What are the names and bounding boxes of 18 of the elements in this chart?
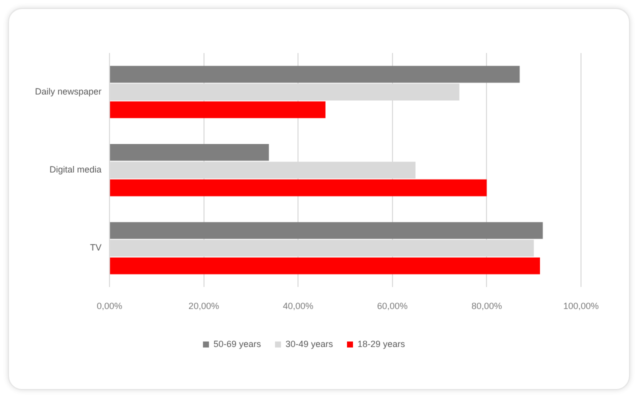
y-tick-label: Digital media <box>50 164 102 175</box>
y-tick-label: Daily newspaper <box>34 86 102 97</box>
y-tick-label: TV <box>90 242 102 253</box>
x-tick-label: 100,00% <box>563 301 599 312</box>
bar <box>110 257 540 274</box>
x-tick-label: 80,00% <box>471 301 502 312</box>
x-tick-label: 60,00% <box>377 301 408 312</box>
legend-label: 18-29 years <box>358 338 406 349</box>
bar <box>110 179 487 196</box>
bar <box>110 101 326 118</box>
legend-label: 30-49 years <box>285 338 334 349</box>
x-tick-label: 0,00% <box>96 301 122 312</box>
bar <box>110 222 543 239</box>
x-tick-label: 20,00% <box>188 301 220 312</box>
legend-label: 50-69 years <box>213 338 262 349</box>
bar <box>110 144 269 161</box>
x-tick-label: 40,00% <box>282 301 314 312</box>
bar <box>110 66 520 83</box>
